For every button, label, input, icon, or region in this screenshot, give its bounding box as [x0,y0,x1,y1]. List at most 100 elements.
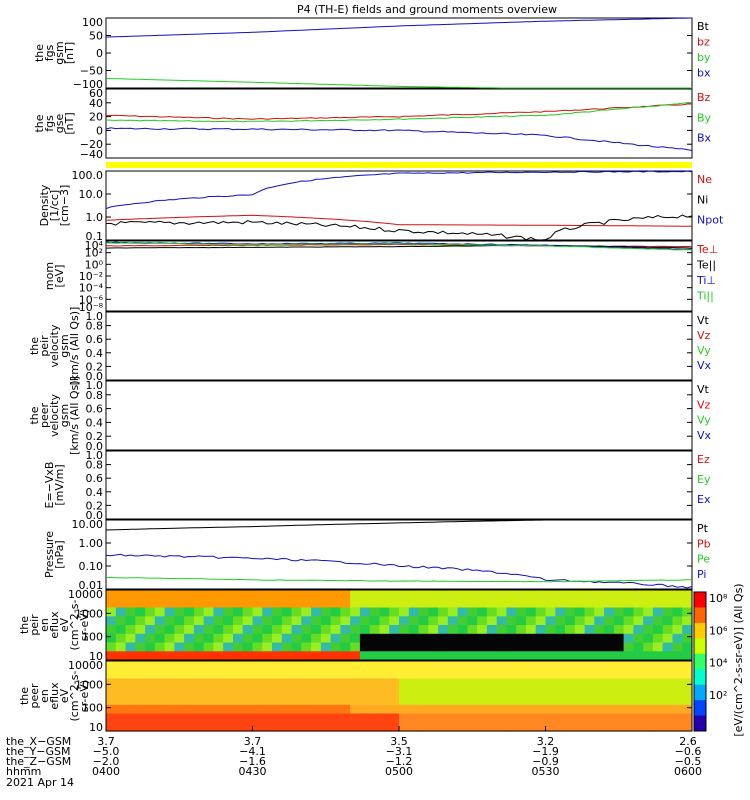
spectrogram-cell [555,642,566,652]
colorbar-tick-label: 10² [709,689,727,702]
spectrogram-cell [613,607,625,617]
spectrogram-cell [613,616,625,626]
spectrogram-cell [506,713,517,723]
spectrogram-cell [555,625,566,635]
y-axis-label: peer [28,683,41,709]
spectrogram-cell [184,661,195,671]
spectrogram-cell [584,661,595,671]
spectrogram-cell [174,625,185,635]
spectrogram-cell [125,616,136,626]
spectrogram-cell [399,678,410,688]
spectrogram-cell [330,598,341,609]
spectrogram-cell [496,696,507,706]
spectrogram-cell [633,687,644,697]
spectrogram-cell [652,625,664,635]
spectrogram-cell [516,625,527,635]
spectrogram-cell [408,687,420,697]
spectrogram-cell [223,678,234,688]
spectrogram-cell [565,722,576,732]
spectrogram-cell [350,678,361,688]
y-tick-label: 100 [82,16,103,29]
y-tick-label: 1.0 [86,310,104,323]
spectrogram-cell [623,687,634,697]
spectrogram-cell [438,661,449,671]
x-row-value: 0530 [532,765,560,778]
spectrogram-cell [340,722,351,732]
spectrogram-cell [359,590,371,600]
spectrogram-cell [154,661,166,671]
spectrogram-cell [399,633,410,644]
spectrogram-cell [662,722,673,732]
spectrogram-cell [584,704,595,715]
spectrogram-cell [252,625,263,635]
y-tick-label: 0.01 [79,579,104,592]
x-row-label: hhmm [6,765,41,778]
spectrogram-cell [399,625,410,635]
spectrogram-cell [203,687,214,697]
spectrogram-cell [555,633,566,644]
spectrogram-cell [320,590,332,600]
spectrogram-cell [428,633,439,644]
spectrogram-cell [125,642,136,652]
spectrogram-cell [233,598,244,609]
spectrogram-cell [555,713,566,723]
spectrogram-cell [526,607,537,617]
spectrogram-cell [154,687,166,697]
spectrogram-cell [145,642,156,652]
spectrogram-cell [506,590,517,600]
spectrogram-cell [213,607,224,617]
y-axis-label: sr-eV) [78,609,91,641]
y-axis-label: [mV/m] [53,464,66,505]
spectrogram-cell [340,651,351,661]
spectrogram-cell [115,598,127,609]
spectrogram-cell [604,607,615,617]
spectrogram-cell [477,607,488,617]
y-tick-label: 10.0 [79,188,104,201]
spectrogram-cell [203,616,214,626]
spectrogram-cell [584,696,595,706]
spectrogram-cell [311,651,322,661]
spectrogram-cell [486,590,498,600]
spectrogram-cell [457,598,468,609]
spectrogram-cell [340,633,351,644]
spectrogram-cell [369,669,380,680]
spectrogram-cell [262,633,273,644]
spectrogram-cell [242,598,253,609]
spectrogram-cell [418,661,429,671]
y-tick-label: 100 [82,631,103,644]
spectrogram-cell [125,687,136,697]
x-row-label: the_X−GSM [6,735,71,748]
spectrogram-cell [106,651,117,661]
y-tick-label: 10⁻⁶ [79,293,104,306]
panel-frame [105,450,693,520]
spectrogram-cell [359,625,371,635]
spectrogram-cell [252,607,263,617]
spectrogram-cell [281,713,293,723]
spectrogram-cell [252,713,263,723]
spectrogram-cell [662,642,673,652]
spectrogram-cell [516,590,527,600]
spectrogram-cell [115,616,127,626]
spectrogram-cell [262,713,273,723]
y-tick-label: −20 [80,138,103,151]
spectrogram-cell [193,633,205,644]
spectrogram-cell [477,598,488,609]
spectrogram-cell [330,687,341,697]
legend-entry: Bz [697,91,711,104]
spectrogram-cell [203,633,214,644]
spectrogram-cell [135,687,146,697]
y-axis-label: the [33,114,46,132]
spectrogram-cell [399,687,410,697]
spectrogram-cell [418,616,429,626]
spectrogram-cell [672,633,683,644]
spectrogram-cell [193,661,205,671]
colorbar-swatch [694,592,706,608]
spectrogram-cell [193,713,205,723]
spectrogram-cell [467,651,478,661]
spectrogram-cell [106,625,117,635]
spectrogram-cell [555,590,566,600]
y-axis-label: [nT] [63,42,76,64]
panel-efield: 1.00.80.60.40.20.0 E=−VxB[mV/m] Ez Ey Ex [43,449,711,522]
spectrogram-cell [662,590,673,600]
